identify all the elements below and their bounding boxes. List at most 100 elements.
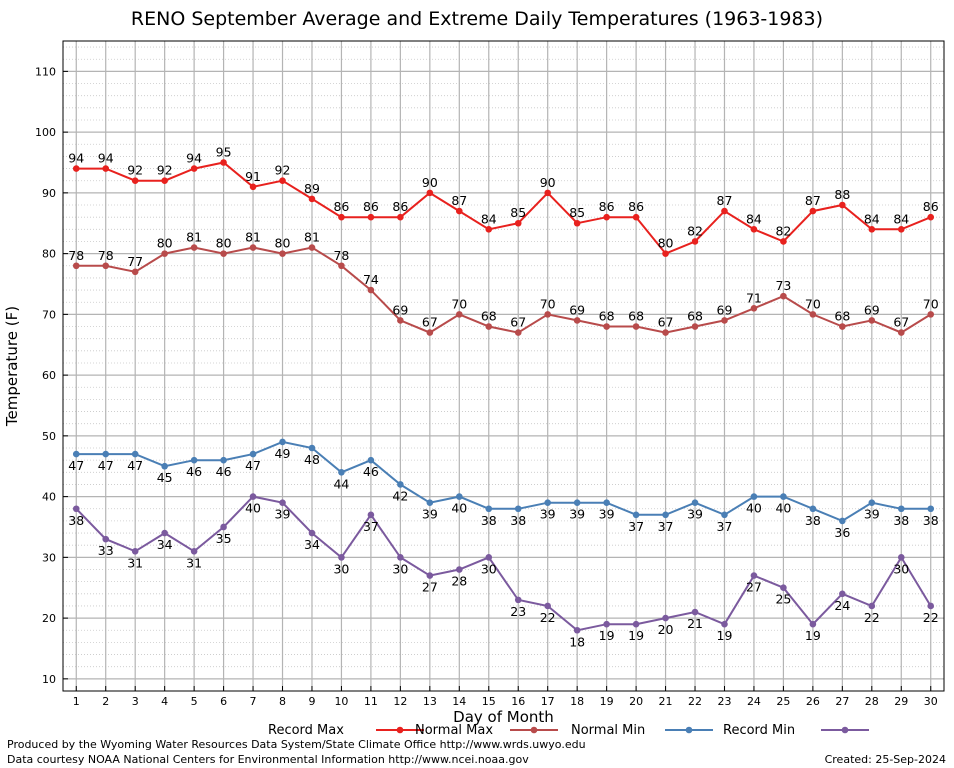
record-max-data-label: 90: [540, 175, 556, 190]
normal-min-data-label: 47: [98, 458, 114, 473]
normal-min-point: [308, 444, 316, 452]
normal-max-point: [485, 323, 493, 330]
y-tick-label-90: 90: [42, 187, 56, 200]
record-max-point: [220, 159, 227, 166]
record-min-point: [308, 529, 316, 537]
normal-max-point: [750, 304, 758, 312]
x-tick-label-29: 29: [894, 695, 908, 708]
normal-max-data-label: 69: [717, 302, 733, 317]
record-max-data-label: 92: [275, 163, 291, 178]
normal-min-point: [927, 505, 935, 513]
record-min-data-label: 22: [540, 610, 556, 625]
normal-min-data-label: 42: [392, 488, 408, 503]
normal-min-data-label: 36: [834, 525, 850, 540]
normal-max-point: [809, 311, 817, 318]
normal-max-data-label: 81: [245, 230, 261, 245]
normal-max-data-label: 68: [628, 309, 644, 324]
normal-max-point: [603, 323, 610, 330]
record-max-data-label: 94: [98, 151, 114, 166]
record-max-data-label: 80: [658, 236, 674, 251]
normal-min-data-label: 39: [569, 507, 585, 522]
record-min-point: [839, 590, 846, 598]
normal-min-point: [249, 450, 257, 458]
y-tick-label-10: 10: [42, 673, 56, 686]
y-tick-label-110: 110: [35, 65, 56, 78]
normal-min-data-label: 47: [68, 458, 84, 473]
normal-min-data-label: 48: [304, 452, 320, 467]
record-max-line: [76, 161, 932, 255]
record-max-data-label: 82: [775, 223, 791, 238]
record-max-data-label: 94: [186, 151, 202, 166]
normal-max-point: [131, 268, 139, 276]
normal-max-data-label: 69: [392, 302, 408, 317]
record-min-point: [868, 602, 876, 610]
x-tick-label-7: 7: [250, 695, 257, 708]
record-min-data-label: 28: [451, 574, 467, 589]
normal-max-data-label: 67: [422, 315, 438, 330]
legend-label-normal-min: Normal Min: [571, 723, 645, 738]
record-max-point: [809, 207, 817, 215]
record-min-data-label: 23: [510, 604, 526, 619]
record-min-point: [485, 554, 493, 561]
chart-title: RENO September Average and Extreme Daily…: [130, 8, 824, 30]
normal-min-data-label: 38: [510, 513, 526, 528]
record-min-point: [750, 572, 758, 579]
normal-min-point: [367, 456, 375, 464]
record-min-line: [75, 495, 932, 632]
normal-min-point: [839, 517, 846, 525]
record-min-point: [102, 535, 110, 543]
normal-min-line: [76, 440, 931, 523]
record-max-point: [632, 213, 640, 221]
record-max-point: [190, 165, 198, 172]
normal-min-point: [897, 505, 905, 513]
record-min-point: [927, 602, 935, 610]
record-max-point: [691, 238, 699, 245]
normal-max-point: [662, 329, 669, 336]
normal-min-data-label: 39: [599, 507, 615, 522]
record-min-point: [367, 511, 375, 519]
normal-max-data-label: 70: [805, 296, 821, 311]
legend-marker-record-min: [841, 726, 849, 734]
normal-max-data-label: 68: [599, 309, 615, 324]
record-max-data-label: 94: [68, 151, 84, 166]
record-min-data-label: 38: [68, 513, 84, 528]
normal-max-data-label: 78: [68, 248, 84, 263]
record-min-point: [691, 608, 699, 616]
record-max-data-label: 86: [923, 199, 939, 214]
record-max-data-label: 86: [628, 199, 644, 214]
record-max-data-label: 87: [451, 193, 467, 208]
record-max-data-label: 92: [157, 163, 173, 178]
normal-max-point: [544, 311, 551, 318]
legend-marker-normal-max: [530, 726, 538, 734]
normal-max-data-label: 81: [186, 230, 202, 245]
legend-marker-record-max: [396, 726, 404, 734]
record-max-data-label: 85: [569, 205, 585, 220]
record-min-data-label: 34: [304, 537, 320, 552]
legend-label-record-min: Record Min: [723, 723, 795, 738]
record-max-point: [839, 201, 846, 209]
normal-min-data-label: 39: [540, 507, 556, 522]
normal-min-point: [573, 499, 581, 506]
normal-min-point: [485, 505, 493, 513]
normal-min-data-label: 46: [363, 464, 379, 479]
normal-min-point: [632, 511, 640, 519]
x-tick-label-20: 20: [629, 695, 643, 708]
normal-max-point: [397, 317, 404, 324]
normal-min-data-label: 40: [451, 501, 467, 516]
normal-max-data-label: 70: [923, 296, 939, 311]
record-max-data-label: 86: [333, 199, 349, 214]
y-tick-label-20: 20: [42, 612, 56, 625]
x-tick-label-17: 17: [541, 695, 555, 708]
record-min-point: [809, 620, 817, 628]
record-min-point: [338, 554, 345, 561]
normal-max-point: [102, 262, 110, 270]
x-tick-label-22: 22: [688, 695, 702, 708]
y-tick-label-30: 30: [42, 551, 56, 564]
normal-min-point: [780, 493, 787, 500]
normal-max-data-label: 68: [481, 309, 497, 324]
record-max-data-label: 82: [687, 223, 703, 238]
x-tick-label-9: 9: [308, 695, 315, 708]
record-min-data-label: 37: [363, 519, 379, 534]
record-max-point: [927, 213, 935, 221]
x-tick-label-13: 13: [423, 695, 437, 708]
